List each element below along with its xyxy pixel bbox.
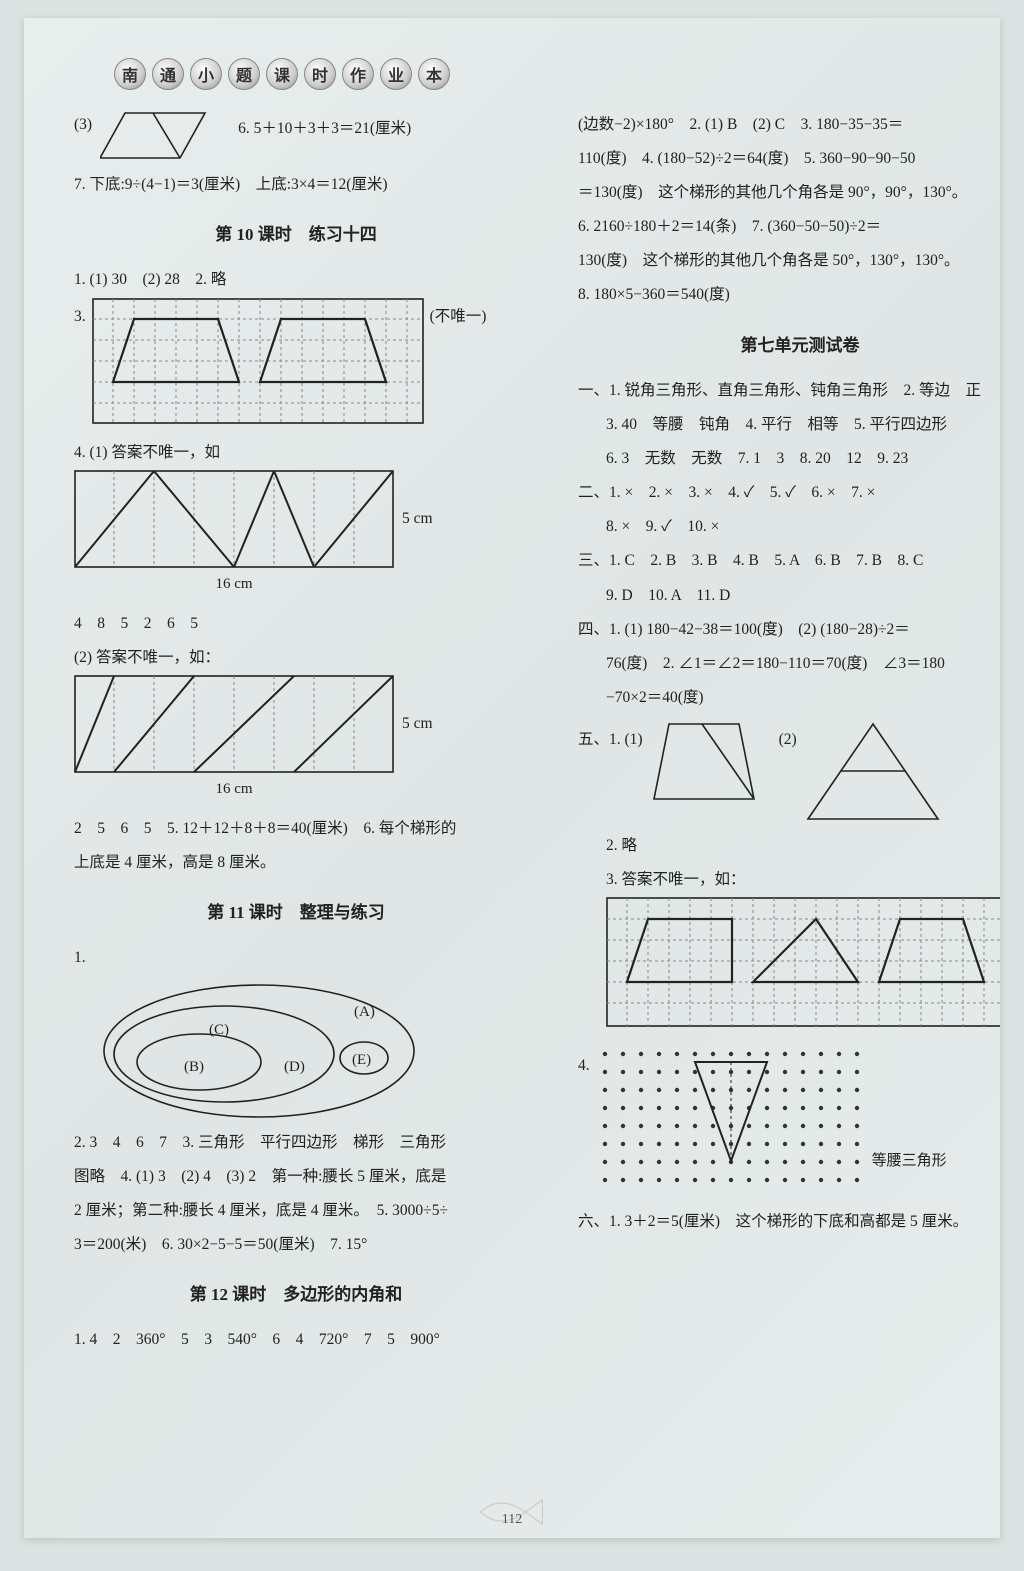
r13: 9. D 10. A 11. D (578, 579, 1000, 613)
venn-diagram: (A) (B) (C) (D) (E) (94, 976, 434, 1126)
venn-D: (D) (284, 1059, 305, 1075)
r2: 110(度) 4. (180−52)÷2＝64(度) 5. 360−90−90−… (578, 142, 1000, 176)
page-number: 112 (502, 1512, 522, 1528)
badge-0: 南 (114, 58, 146, 90)
r7: 一、1. 锐角三角形、直角三角形、钝角三角形 2. 等边 正 (578, 374, 1000, 408)
iso-label: 等腰三角形 (872, 1145, 947, 1178)
badge-7: 业 (380, 58, 412, 90)
row-q3b: 3. (74, 298, 518, 424)
r20-row: 4. 等腰三角形 (578, 1045, 1000, 1195)
venn-B: (B) (184, 1059, 204, 1075)
r20-prefix: 4. (578, 1049, 590, 1083)
r15: 76(度) 2. ∠1＝∠2＝180−110＝70(度) ∠3＝180 (578, 647, 1000, 681)
r18: 2. 略 (578, 829, 1000, 863)
badge-6: 作 (342, 58, 374, 90)
r19: 3. 答案不唯一，如： (578, 863, 1000, 897)
badge-8: 本 (418, 58, 450, 90)
l11-q4a: 图略 4. (1) 3 (2) 4 (3) 2 第一种:腰长 5 厘米，底是 (74, 1160, 518, 1194)
l11-q4b: 2 厘米；第二种:腰长 4 厘米，底是 4 厘米。 5. 3000÷5÷ (74, 1194, 518, 1228)
triangle-with-line (803, 719, 943, 829)
triangles-row-1: 5 cm (74, 470, 518, 568)
left-column: (3) 6. 5＋10＋3＋3＝21(厘米) 7. 下底:9÷(4−1)＝3(厘… (74, 108, 518, 1357)
seq-2: 2 5 6 5 5. 12＋12＋8＋8＝40(厘米) 6. 每个梯形的 (74, 812, 518, 846)
dim-5cm-b: 5 cm (402, 707, 433, 741)
q3-prefix: (3) (74, 108, 92, 142)
parall-row-2: 5 cm (74, 675, 518, 773)
r4: 6. 2160÷180＋2＝14(条) 7. (360−50−50)÷2＝ (578, 210, 1000, 244)
r17-row: 五、1. (1) (2) (578, 719, 1000, 829)
l12-q1: 1. 4 2 360° 5 3 540° 6 4 720° 7 5 900° (74, 1323, 518, 1357)
right-column: (边数−2)×180° 2. (1) B (2) C 3. 180−35−35＝… (578, 108, 1000, 1357)
row-q3: (3) 6. 5＋10＋3＋3＝21(厘米) (74, 108, 518, 168)
badge-1: 通 (152, 58, 184, 90)
q6-text: 6. 5＋10＋3＋3＝21(厘米) (238, 112, 411, 146)
q3b-prefix: 3. (74, 300, 86, 334)
r10: 二、1. × 2. × 3. × 4. ✓ 5. ✓ 6. × 7. × (578, 476, 1000, 510)
venn-C: (C) (209, 1022, 229, 1038)
dim-16cm-a: 16 cm (74, 568, 394, 601)
r21: 六、1. 3＋2＝5(厘米) 这个梯形的下底和高都是 5 厘米。 (578, 1205, 1000, 1239)
r14: 四、1. (1) 180−42−38＝100(度) (2) (180−28)÷2… (578, 613, 1000, 647)
r8: 3. 40 等腰 钝角 4. 平行 相等 5. 平行四边形 (578, 408, 1000, 442)
dim-5cm-a: 5 cm (402, 502, 433, 536)
l11-q6: 3＝200(米) 6. 30×2−5−5＝50(厘米) 7. 15° (74, 1228, 518, 1262)
venn-E: (E) (352, 1052, 371, 1068)
seq-1: 4 8 5 2 6 5 (74, 607, 518, 641)
r11: 8. × 9. ✓ 10. × (578, 510, 1000, 544)
badge-3: 题 (228, 58, 260, 90)
r5: 130(度) 这个梯形的其他几个角各是 50°，130°，130°。 (578, 244, 1000, 278)
dot-grid-triangle (596, 1045, 866, 1195)
l11-q2: 2. 3 4 6 7 3. 三角形 平行四边形 梯形 三角形 (74, 1126, 518, 1160)
r17-mid: (2) (779, 723, 797, 757)
grid-trapezoids (92, 298, 424, 424)
title-lesson-10: 第 10 课时 练习十四 (74, 216, 518, 253)
trapezoid-with-line (649, 719, 759, 809)
r6: 8. 180×5−360＝540(度) (578, 278, 1000, 312)
r9: 6. 3 无数 无数 7. 1 3 8. 20 12 9. 23 (578, 442, 1000, 476)
title-unit7: 第七单元测试卷 (578, 327, 1000, 364)
not-unique: (不唯一) (430, 300, 487, 334)
badge-2: 小 (190, 58, 222, 90)
r17-prefix: 五、1. (1) (578, 723, 643, 757)
badge-5: 时 (304, 58, 336, 90)
l10-q1: 1. (1) 30 (2) 28 2. 略 (74, 263, 518, 297)
title-badges: 南 通 小 题 课 时 作 业 本 (114, 58, 960, 90)
q7-text: 7. 下底:9÷(4−1)＝3(厘米) 上底:3×4＝12(厘米) (74, 168, 518, 202)
page: 南 通 小 题 课 时 作 业 本 (3) 6. 5＋10＋3＋3＝21(厘米)… (24, 18, 1000, 1538)
badge-4: 课 (266, 58, 298, 90)
r3: ＝130(度) 这个梯形的其他几个角各是 90°，90°，130°。 (578, 176, 1000, 210)
r16: −70×2＝40(度) (578, 681, 1000, 715)
q4-1-text: 4. (1) 答案不唯一，如 (74, 436, 518, 470)
r1: (边数−2)×180° 2. (1) B (2) C 3. 180−35−35＝ (578, 108, 1000, 142)
q4-2-text: (2) 答案不唯一，如： (74, 641, 518, 675)
title-lesson-11: 第 11 课时 整理与练习 (74, 894, 518, 931)
r12: 三、1. C 2. B 3. B 4. B 5. A 6. B 7. B 8. … (578, 544, 1000, 578)
parallelogram-small (100, 108, 210, 168)
l7-text: 上底是 4 厘米，高是 8 厘米。 (74, 846, 518, 880)
title-lesson-12: 第 12 课时 多边形的内角和 (74, 1276, 518, 1313)
triangles-rect-1 (74, 470, 394, 568)
grid-shapes-3 (606, 897, 1000, 1027)
venn-A: (A) (354, 1004, 375, 1020)
content-columns: (3) 6. 5＋10＋3＋3＝21(厘米) 7. 下底:9÷(4−1)＝3(厘… (74, 108, 960, 1357)
dim-16cm-b: 16 cm (74, 773, 394, 806)
parall-rect-2 (74, 675, 394, 773)
l11-q1-prefix: 1. (74, 941, 518, 975)
